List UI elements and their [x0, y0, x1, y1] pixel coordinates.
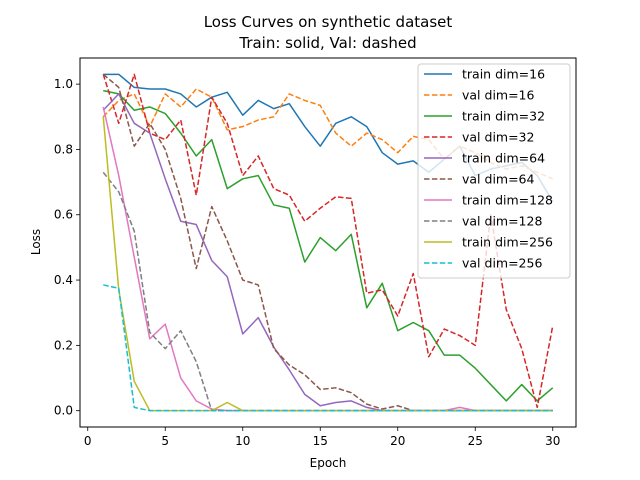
y-axis-label: Loss	[29, 229, 43, 255]
legend-label-6: train dim=128	[462, 193, 553, 208]
legend-label-7: val dim=128	[462, 214, 542, 229]
legend-box	[417, 63, 571, 279]
chart-subtitle: Train: solid, Val: dashed	[238, 34, 416, 52]
series-line-3	[102, 73, 554, 409]
x-tick-label-2: 10	[235, 434, 250, 448]
legend-label-4: train dim=64	[462, 151, 545, 166]
plot-area	[79, 57, 577, 428]
x-axis-label: Epoch	[310, 456, 347, 470]
legend-label-5: val dim=64	[462, 172, 535, 187]
legend-label-2: train dim=32	[462, 109, 545, 124]
legend-label-8: train dim=256	[462, 235, 553, 250]
plot-frame	[79, 57, 577, 428]
chart-title: Loss Curves on synthetic dataset	[204, 13, 453, 31]
y-tick-label-1: 0.2	[54, 338, 73, 352]
legend-label-9: val dim=256	[462, 256, 542, 271]
y-tick-label-4: 0.8	[54, 142, 73, 156]
legend-label-1: val dim=16	[462, 88, 535, 103]
y-tick-label-3: 0.6	[54, 208, 73, 222]
legend-items: train dim=16 val dim=16 train dim=32 val di…	[424, 67, 553, 271]
legend-label-0: train dim=16	[462, 67, 545, 82]
x-axis-ticks: 0 5 10 15 20 25 30	[84, 427, 560, 448]
series-line-8	[102, 116, 553, 412]
legend-label-3: val dim=32	[462, 130, 534, 145]
y-tick-label-5: 1.0	[54, 77, 73, 91]
series-layer	[102, 73, 554, 412]
x-tick-label-1: 5	[161, 434, 169, 448]
series-line-2	[103, 89, 554, 402]
x-tick-label-4: 20	[390, 434, 405, 448]
x-tick-label-5: 25	[468, 434, 483, 448]
y-axis-ticks: 0.0 0.2 0.4 0.6 0.8 1.0	[54, 77, 80, 418]
y-tick-label-2: 0.4	[54, 273, 73, 287]
x-tick-label-6: 30	[545, 434, 560, 448]
x-tick-label-3: 15	[313, 434, 328, 448]
y-tick-label-0: 0.0	[54, 404, 73, 418]
x-tick-label-0: 0	[84, 434, 92, 448]
legend: train dim=16 val dim=16 train dim=32 val di…	[417, 63, 571, 279]
